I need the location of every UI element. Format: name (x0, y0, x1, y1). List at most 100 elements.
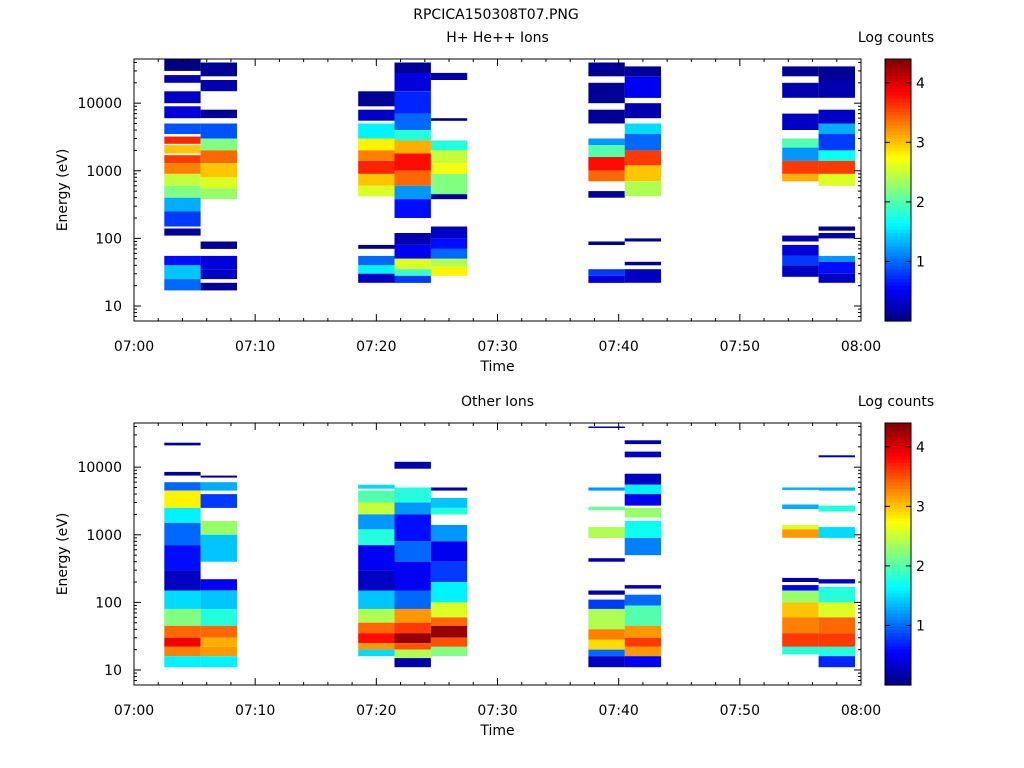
colorbar-segment (885, 144, 911, 149)
spectrogram-cell (588, 426, 625, 428)
y-tick-label: 10 (104, 663, 122, 679)
spectrogram-cell (394, 633, 431, 644)
spectrogram-cell (782, 160, 819, 174)
colorbar-segment (885, 567, 911, 571)
spectrogram-cell (200, 625, 237, 638)
spectrogram-cell (394, 258, 431, 270)
x-axis-label: Time (479, 359, 514, 375)
spectrogram-cell (358, 138, 395, 151)
colorbar-segment (885, 160, 911, 165)
colorbar-segment (885, 88, 911, 93)
y-axis-label: Energy (eV) (55, 513, 71, 596)
colorbar-segment (885, 655, 911, 660)
spectrogram-cell (200, 534, 237, 562)
spectrogram-cell (394, 170, 431, 186)
colorbar-segment (885, 183, 911, 188)
colorbar-segment (885, 134, 911, 139)
colorbar-segment (885, 307, 911, 312)
colorbar-segment (885, 275, 911, 280)
colorbar-tick-label: 2 (916, 559, 925, 575)
colorbar-segment (885, 294, 911, 299)
spectrogram-cell (394, 658, 431, 668)
spectrogram-cell (624, 625, 661, 638)
spectrogram-cell (358, 273, 395, 283)
spectrogram-cell (164, 75, 201, 83)
colorbar-segment (885, 544, 911, 549)
spectrogram-cell (164, 522, 201, 546)
colorbar-segment (885, 648, 911, 653)
colorbar-tick-label: 3 (916, 499, 925, 515)
colorbar-segment (885, 626, 911, 630)
colorbar-segment (885, 258, 911, 263)
spectrogram-cell (430, 617, 468, 626)
colorbar-tick-label: 4 (916, 76, 925, 92)
colorbar-segment (885, 85, 911, 90)
colorbar-segment (885, 455, 911, 460)
colorbar-segment (885, 540, 911, 545)
spectrogram-cell (200, 637, 237, 647)
colorbar-segment (885, 504, 911, 509)
spectrogram-cell (782, 487, 819, 490)
spectrogram-cell (164, 482, 201, 491)
spectrogram-cell (430, 524, 468, 542)
spectrogram-cell (624, 605, 661, 626)
colorbar-segment (885, 527, 911, 532)
spectrogram-cell (358, 265, 395, 274)
y-tick-label: 1000 (86, 528, 122, 544)
colorbar-segment (885, 439, 911, 444)
panel-title: H+ He++ Ions (446, 30, 549, 46)
spectrogram-cell (358, 484, 395, 489)
colorbar-segment (885, 596, 911, 601)
spectrogram-cell (394, 269, 431, 276)
colorbar-segment (885, 301, 911, 306)
colorbar-segment (885, 108, 911, 113)
colorbar-segment (885, 658, 911, 663)
spectrogram-cell (164, 91, 201, 104)
spectrogram-cell (430, 163, 468, 174)
x-tick-label: 07:30 (477, 703, 517, 719)
spectrogram-cell (200, 62, 237, 77)
spectrogram-cell (588, 629, 625, 640)
colorbar-segment (885, 662, 911, 666)
spectrogram-cell (358, 545, 395, 571)
spectrogram-cell (394, 461, 431, 469)
colorbar-segment (885, 176, 911, 181)
colorbar-segment (885, 531, 911, 535)
spectrogram-cell (818, 150, 855, 161)
colorbar-segment (885, 190, 911, 194)
spectrogram-cell (624, 451, 661, 458)
spectrogram-cell (588, 269, 625, 276)
colorbar-segment (885, 599, 911, 604)
spectrogram-cell (200, 282, 237, 291)
colorbar-segment (885, 508, 911, 513)
colorbar-segment (885, 268, 911, 273)
colorbar-segment (885, 239, 911, 244)
colorbar-segment (885, 252, 911, 257)
spectrogram-cell (624, 537, 661, 556)
colorbar-segment (885, 111, 911, 116)
spectrogram-cell (624, 484, 661, 495)
spectrogram-cell (394, 91, 431, 114)
spectrogram-cell (430, 248, 468, 259)
spectrogram-cell (782, 504, 819, 509)
spectrogram-cell (588, 157, 625, 171)
colorbar-segment (885, 652, 911, 657)
spectrogram-cell (624, 494, 661, 506)
spectrogram-cell (358, 502, 395, 515)
spectrogram-cell (782, 66, 819, 77)
x-tick-label: 07:10 (235, 703, 275, 719)
spectrogram-cell (430, 625, 468, 638)
spectrogram-cell (430, 646, 468, 657)
colorbar-segment (885, 550, 911, 555)
x-tick-label: 07:50 (720, 339, 760, 355)
spectrogram-cell (200, 269, 237, 280)
spectrogram-cell (200, 150, 237, 163)
spectrogram-cell (624, 134, 661, 151)
colorbar-segment (885, 193, 911, 198)
spectrogram-cell (164, 545, 201, 571)
x-tick-label: 07:10 (235, 339, 275, 355)
y-tick-label: 10 (104, 299, 122, 315)
x-tick-label: 07:00 (114, 339, 154, 355)
x-tick-label: 07:00 (114, 703, 154, 719)
